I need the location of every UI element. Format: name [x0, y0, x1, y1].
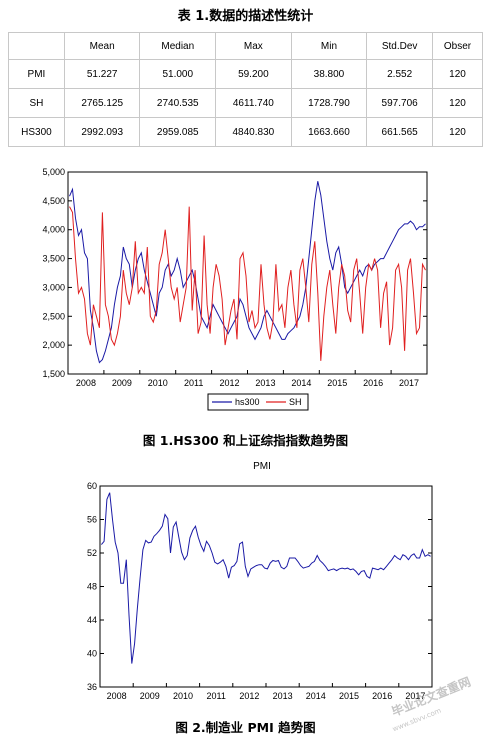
header-cell: Mean [63, 32, 141, 60]
header-cell: Median [139, 32, 217, 60]
x-tick-label: 2011 [207, 691, 226, 701]
y-tick-label: 52 [87, 548, 97, 558]
x-tick-label: 2012 [220, 378, 240, 388]
figure2-caption: 图 2.制造业 PMI 趋势图 [175, 720, 316, 735]
series-line-hs300 [69, 181, 426, 364]
y-tick-label: 3,500 [42, 254, 65, 264]
table-cell: 120 [432, 117, 483, 147]
x-tick-label: 2016 [372, 691, 392, 701]
figure1-caption: 图 1.HS300 和上证综指指数趋势图 [142, 433, 349, 448]
y-tick-label: 44 [87, 615, 97, 625]
table-cell: PMI [8, 59, 65, 89]
x-tick-label: 2008 [107, 691, 127, 701]
x-tick-label: 2014 [306, 691, 326, 701]
x-tick-label: 2008 [76, 378, 96, 388]
table-cell: 120 [432, 88, 483, 118]
x-tick-label: 2009 [112, 378, 132, 388]
table-cell: 661.565 [366, 117, 433, 147]
y-tick-label: 2,500 [42, 311, 65, 321]
x-tick-label: 2016 [363, 378, 383, 388]
header-cell: Std.Dev [366, 32, 433, 60]
y-tick-label: 2,000 [42, 340, 65, 350]
table-cell: SH [8, 88, 65, 118]
x-tick-label: 2010 [173, 691, 193, 701]
series-line-sh [69, 206, 426, 361]
x-tick-label: 2012 [239, 691, 259, 701]
series-line-pmi [101, 492, 431, 664]
y-tick-label: 36 [87, 682, 97, 692]
x-tick-label: 2017 [405, 691, 425, 701]
y-tick-label: 4,500 [42, 196, 65, 206]
table-header-row: Mean Median Max Min Std.Dev Obser [8, 32, 483, 60]
x-tick-label: 2013 [255, 378, 275, 388]
x-tick-label: 2013 [273, 691, 293, 701]
index-trend-chart: 1,500 2,000 2,500 3,000 3,500 4,000 4,500 5,000… [42, 167, 428, 411]
plot-frame [99, 485, 433, 688]
table-cell: 2740.535 [139, 88, 217, 118]
stats-table: Mean Median Max Min Std.Dev Obser PMI 51… [8, 32, 483, 147]
y-tick-label: 3,000 [42, 282, 65, 292]
table-cell: 597.706 [366, 88, 433, 118]
table-title: 表 1.数据的描述性统计 [177, 9, 314, 24]
pmi-trend-chart: PMI 36 40 44 48 52 56 60 2008 2009 2010 2011 2012 201… [87, 461, 433, 701]
table-cell: 2959.085 [139, 117, 217, 147]
x-tick-label: 2014 [291, 378, 311, 388]
table-cell: 4840.830 [215, 117, 292, 147]
y-tick-label: 40 [87, 649, 97, 659]
table-cell: 4611.740 [215, 88, 292, 118]
legend-box [207, 393, 309, 411]
table-cell: 59.200 [215, 59, 292, 89]
y-tick-label: 56 [87, 515, 97, 525]
y-tick-label: 1,500 [42, 369, 65, 379]
header-cell [8, 32, 65, 60]
table-row: HS300 2992.093 2959.085 4840.830 1663.66… [8, 117, 483, 147]
table-cell: 2.552 [366, 59, 433, 89]
legend-label-sh: SH [289, 397, 302, 407]
table-cell: 120 [432, 59, 483, 89]
table-cell: 1728.790 [290, 88, 368, 118]
table-cell: 51.000 [139, 59, 217, 89]
table-row: PMI 51.227 51.000 59.200 38.800 2.552 12… [8, 59, 483, 89]
legend-label-hs300: hs300 [235, 397, 260, 407]
plot-frame [67, 171, 428, 375]
table-cell: 51.227 [63, 59, 141, 89]
header-cell: Min [290, 32, 368, 60]
table-cell: HS300 [8, 117, 65, 147]
x-tick-label: 2015 [339, 691, 359, 701]
x-tick-label: 2010 [148, 378, 168, 388]
x-tick-label: 2017 [399, 378, 419, 388]
y-tick-label: 4,000 [42, 225, 65, 235]
y-tick-label: 60 [87, 481, 97, 491]
table-cell: 2992.093 [63, 117, 141, 147]
y-tick-label: 5,000 [42, 167, 65, 177]
table-cell: 1663.660 [290, 117, 368, 147]
header-cell: Max [215, 32, 292, 60]
x-tick-label: 2011 [184, 378, 203, 388]
x-tick-label: 2009 [140, 691, 160, 701]
y-tick-label: 48 [87, 582, 97, 592]
table-row: SH 2765.125 2740.535 4611.740 1728.790 5… [8, 88, 483, 118]
header-cell: Obser [432, 32, 483, 60]
x-tick-label: 2015 [327, 378, 347, 388]
table-cell: 38.800 [290, 59, 368, 89]
table-cell: 2765.125 [63, 88, 141, 118]
plot-title: PMI [253, 461, 271, 472]
